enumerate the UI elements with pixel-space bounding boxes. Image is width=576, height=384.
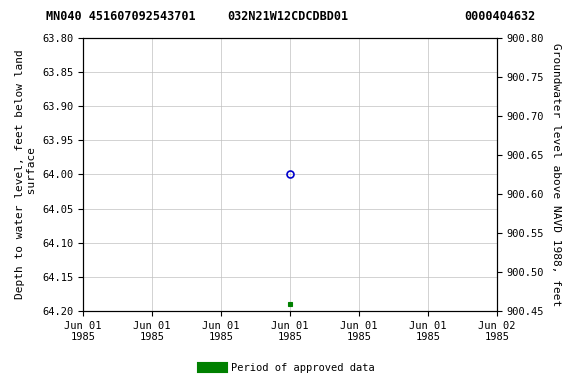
Legend: Period of approved data: Period of approved data xyxy=(198,359,378,377)
Y-axis label: Depth to water level, feet below land
 surface: Depth to water level, feet below land su… xyxy=(15,50,37,300)
Text: 032N21W12CDCDBD01: 032N21W12CDCDBD01 xyxy=(228,10,348,23)
Y-axis label: Groundwater level above NAVD 1988, feet: Groundwater level above NAVD 1988, feet xyxy=(551,43,561,306)
Text: MN040 451607092543701: MN040 451607092543701 xyxy=(46,10,196,23)
Text: 0000404632: 0000404632 xyxy=(464,10,536,23)
